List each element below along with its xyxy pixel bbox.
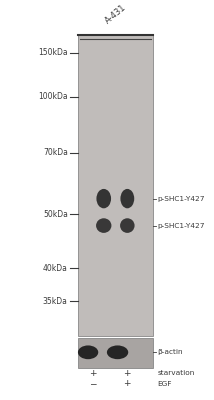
Text: 50kDa: 50kDa [43,210,68,219]
Text: +: + [89,369,97,378]
Ellipse shape [96,218,111,233]
Text: 70kDa: 70kDa [43,148,68,157]
Text: A-431: A-431 [103,3,128,26]
Text: starvation: starvation [157,370,195,376]
Text: +: + [123,379,131,388]
Text: −: − [89,379,97,388]
Bar [78,35,153,336]
Ellipse shape [78,346,98,359]
Text: p-SHC1-Y427: p-SHC1-Y427 [157,196,205,202]
Ellipse shape [120,218,135,233]
Text: 150kDa: 150kDa [38,48,68,57]
Text: β-actin: β-actin [157,349,183,355]
Ellipse shape [120,189,134,208]
Text: 35kDa: 35kDa [43,296,68,306]
Ellipse shape [97,189,111,208]
Text: EGF: EGF [157,381,172,387]
Text: 40kDa: 40kDa [43,264,68,273]
Text: +: + [123,369,131,378]
Ellipse shape [107,346,128,359]
Bar [78,338,153,368]
Text: 100kDa: 100kDa [38,92,68,102]
Text: p-SHC1-Y427: p-SHC1-Y427 [157,222,205,228]
